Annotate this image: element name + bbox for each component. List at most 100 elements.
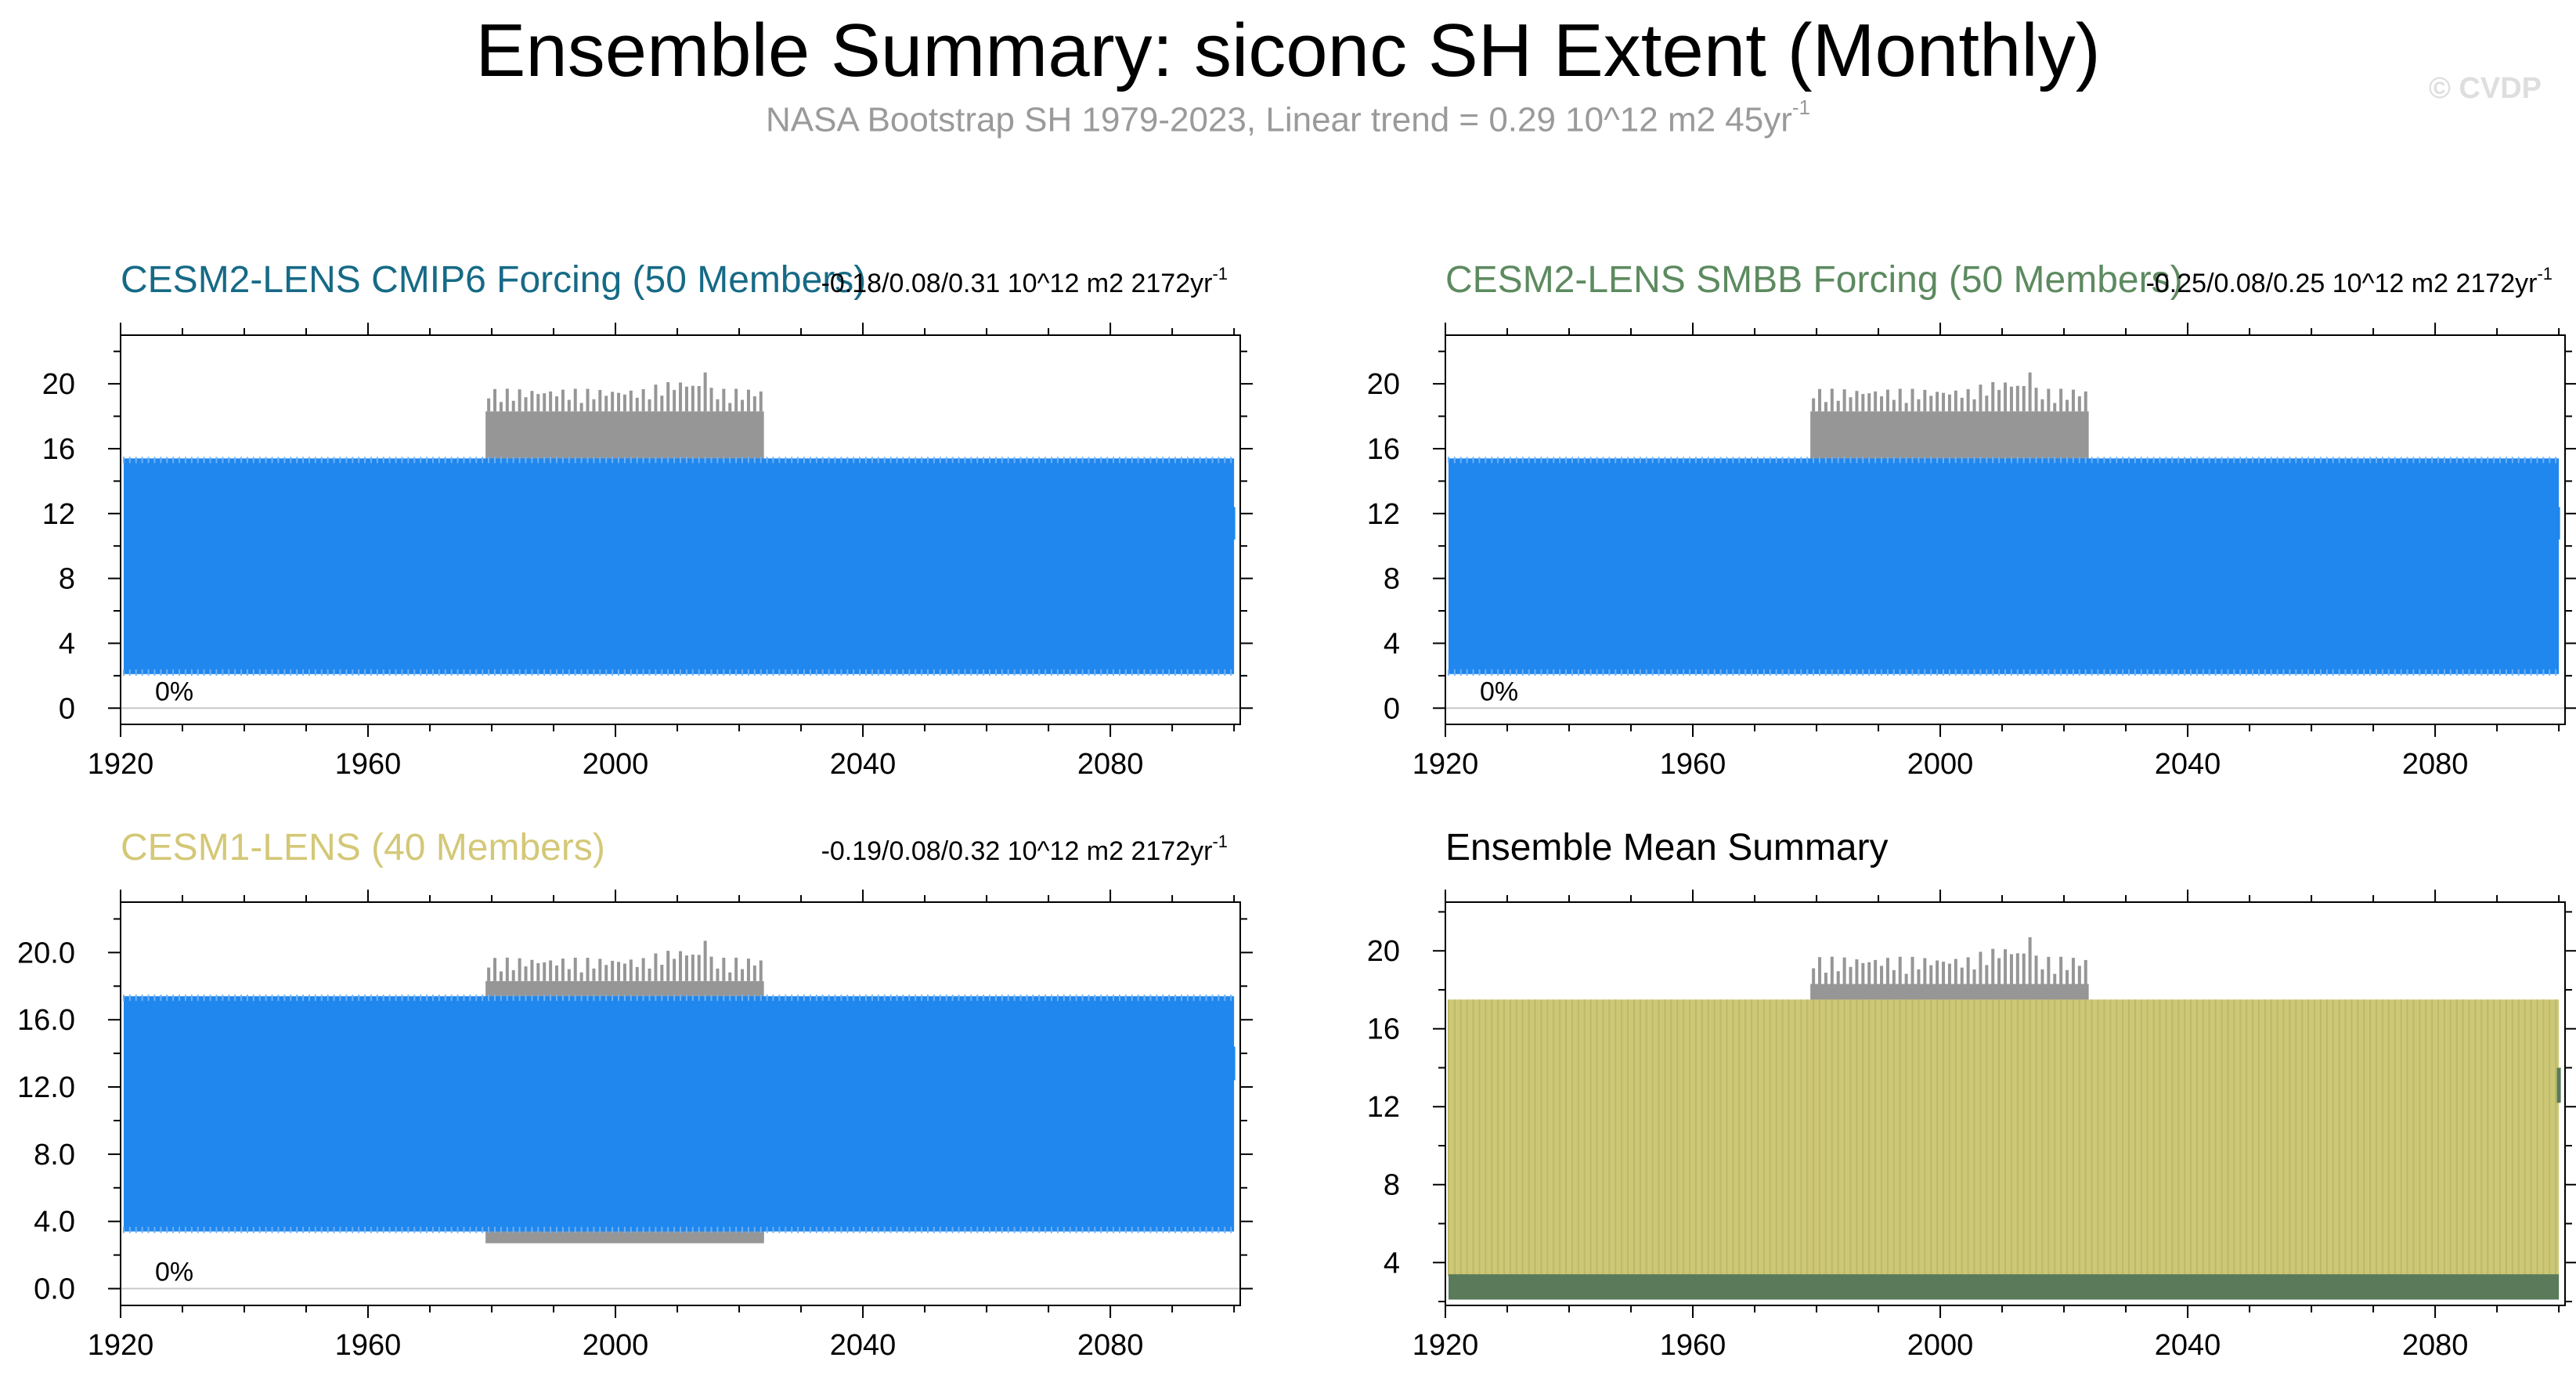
observation-year-peak: [530, 391, 534, 412]
x-tick-label: 1960: [1660, 1329, 1726, 1362]
observation-year-peak: [2028, 937, 2032, 984]
observation-year-peak: [1885, 389, 1889, 412]
watermark: © CVDP: [2428, 72, 2542, 105]
x-tick-label: 2040: [830, 1329, 897, 1362]
plot-area: [1445, 372, 2565, 709]
observation-year-peak: [648, 399, 651, 412]
observation-year-peak: [487, 967, 491, 981]
observation-year-peak: [2077, 966, 2081, 984]
observation-year-peak: [1979, 385, 1983, 412]
observation-year-peak: [1972, 969, 1976, 984]
observation-year-peak: [1824, 402, 1827, 412]
cesm2-mean-band: [1449, 1274, 2560, 1300]
observation-year-peak: [2053, 403, 2057, 412]
y-tick-label: 8: [59, 563, 75, 596]
y-tick-label: 4: [1384, 1247, 1400, 1280]
observation-year-peak: [2009, 386, 2013, 412]
observation-year-low: [598, 1231, 604, 1235]
stats-value: -0.19/0.08/0.32 10^12 m2 2172yr: [821, 836, 1213, 866]
observation-year-low: [746, 1231, 752, 1236]
observation-year-peak: [734, 388, 738, 412]
observation-year-peak: [1904, 973, 1908, 984]
plot-area: [121, 372, 1240, 709]
plot-area: [1447, 937, 2561, 1300]
observation-year-peak: [617, 392, 621, 412]
observation-year-low: [722, 1231, 727, 1243]
observation-year-low: [561, 1231, 566, 1237]
observation-year-peak: [759, 960, 763, 981]
observation-year-peak: [499, 971, 503, 981]
observation-year-peak: [1991, 381, 1995, 412]
x-tick-label: 2040: [2155, 1329, 2221, 1362]
panel-title: Ensemble Mean Summary: [1445, 827, 1889, 868]
observation-year-peak: [505, 957, 509, 981]
observation-year-peak: [586, 388, 590, 412]
observation-year-peak: [1936, 960, 1939, 984]
main-title: Ensemble Summary: siconc SH Extent (Mont…: [475, 9, 2101, 92]
band-serration: [122, 995, 1232, 1233]
observation-year-peak: [536, 962, 540, 981]
ensemble-range-band: [124, 996, 1235, 1232]
observation-year-peak: [543, 962, 547, 981]
observation-year-peak: [573, 957, 577, 981]
observation-year-peak: [2059, 956, 2063, 984]
observation-year-peak: [1812, 398, 1816, 412]
y-tick-label: 0.0: [34, 1273, 75, 1306]
observation-year-peak: [617, 962, 621, 981]
observation-year-low: [734, 1231, 740, 1235]
observation-year-peak: [518, 389, 521, 412]
percent-label: 0%: [1480, 677, 1518, 706]
observation-year-peak: [1972, 399, 1976, 412]
observation-year-peak: [1917, 399, 1921, 412]
observation-year-peak: [1910, 388, 1914, 412]
observation-year-low: [524, 1231, 529, 1239]
observation-year-peak: [679, 382, 683, 412]
observation-year-peak: [722, 958, 726, 981]
observation-year-peak: [524, 966, 528, 981]
chart-panel-2: CESM2-LENS SMBB Forcing (50 Members)-0.2…: [1367, 259, 2576, 781]
observation-year-peak: [1966, 388, 1970, 412]
observation-year-peak: [1836, 400, 1840, 412]
stats-exponent: -1: [1212, 264, 1228, 283]
observation-year-peak: [741, 399, 745, 412]
observation-year-low: [697, 1231, 702, 1237]
stats-exponent: -1: [2537, 264, 2553, 283]
observation-year-peak: [579, 403, 583, 412]
observation-year-peak: [684, 386, 688, 412]
observation-year-peak: [1818, 957, 1822, 984]
observation-year-peak: [1960, 967, 1964, 984]
observation-year-peak: [697, 385, 701, 412]
x-tick-label: 2000: [583, 1329, 649, 1362]
observation-year-peak: [2034, 955, 2038, 984]
observation-year-low: [709, 1231, 715, 1234]
observation-year-peak: [703, 941, 707, 981]
subtitle: NASA Bootstrap SH 1979-2023, Linear tren…: [0, 96, 2576, 140]
observation-year-peak: [592, 399, 596, 412]
observation-year-peak: [1892, 969, 1896, 984]
observation-year-peak: [1954, 959, 1957, 984]
observation-year-peak: [709, 388, 713, 412]
observation-year-peak: [660, 965, 664, 981]
observation-year-peak: [660, 395, 664, 412]
percent-label: 0%: [155, 677, 193, 706]
observation-year-peak: [2004, 382, 2008, 412]
observation-year-peak: [679, 951, 683, 981]
observation-year-peak: [1985, 965, 1989, 984]
stats-value: -0.18/0.08/0.31 10^12 m2 2172yr: [821, 269, 1213, 298]
observation-year-peak: [1947, 394, 1951, 412]
observation-year-peak: [1997, 389, 2001, 412]
band-serration: [1447, 457, 2557, 676]
observation-year-peak: [2040, 969, 2044, 984]
y-tick-label: 20.0: [17, 937, 75, 969]
x-tick-label: 2000: [583, 748, 649, 781]
observation-year-peak: [2077, 396, 2081, 412]
panel-title: CESM2-LENS SMBB Forcing (50 Members): [1445, 259, 2183, 301]
observation-year-peak: [1917, 969, 1921, 984]
x-tick-label: 2000: [1907, 1329, 1974, 1362]
observation-year-peak: [1966, 957, 1970, 984]
x-tick-label: 2080: [1077, 1329, 1144, 1362]
observation-year-peak: [1836, 971, 1840, 984]
observation-year-peak: [2022, 385, 2026, 412]
observation-year-peak: [1842, 389, 1846, 412]
